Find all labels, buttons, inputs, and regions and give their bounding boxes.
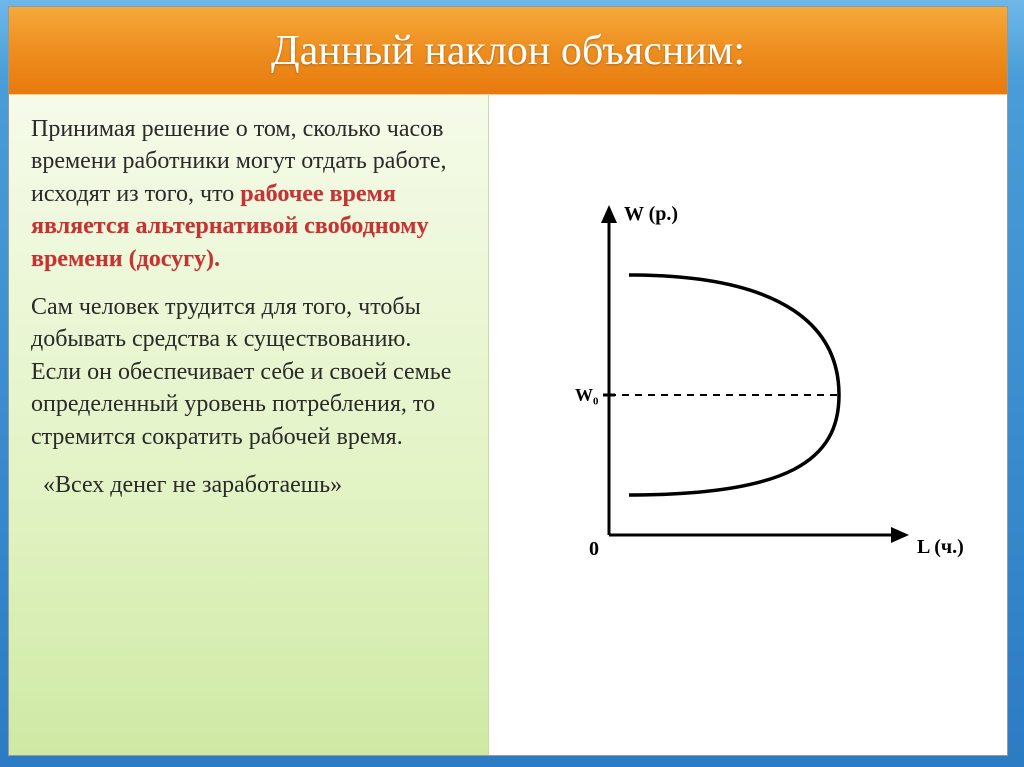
y-axis-arrow xyxy=(601,205,617,223)
chart-panel: W (р.) L (ч.) 0 W₀ xyxy=(489,95,1007,755)
paragraph-3: «Всех денег не заработаешь» xyxy=(31,469,466,501)
content-area: Принимая решение о том, сколько часов вр… xyxy=(9,95,1007,755)
x-axis-arrow xyxy=(891,527,909,543)
y-axis-label: W (р.) xyxy=(624,203,678,225)
slide-title: Данный наклон объясним: xyxy=(9,7,1007,95)
paragraph-1: Принимая решение о том, сколько часов вр… xyxy=(31,113,466,275)
origin-label: 0 xyxy=(589,538,599,560)
paragraph-2: Сам человек трудится для того, чтобы доб… xyxy=(31,291,466,453)
slide-frame: Данный наклон объясним: Принимая решение… xyxy=(8,6,1008,756)
supply-curve xyxy=(629,275,839,495)
w0-label: W₀ xyxy=(575,385,598,405)
labor-supply-chart: W (р.) L (ч.) 0 W₀ xyxy=(529,165,969,605)
x-axis-label: L (ч.) xyxy=(917,536,964,558)
text-panel: Принимая решение о том, сколько часов вр… xyxy=(9,95,489,755)
